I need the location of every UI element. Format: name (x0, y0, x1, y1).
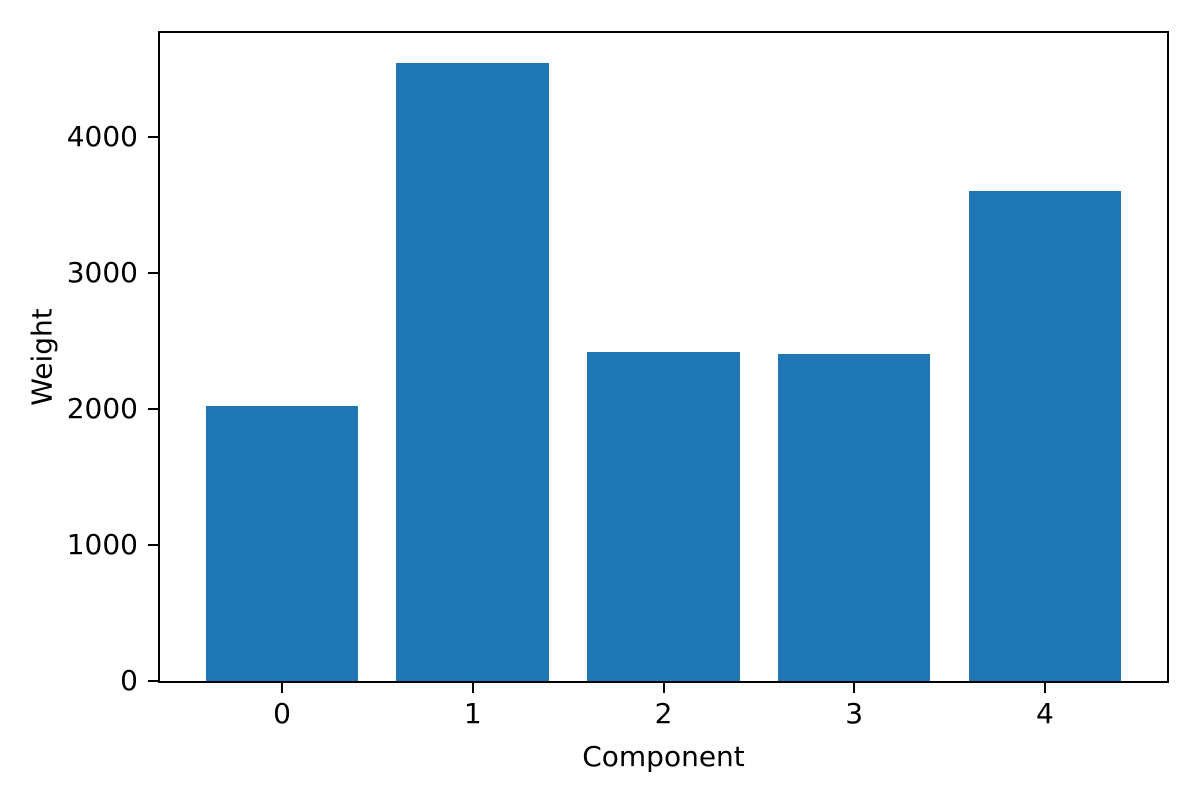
x-axis-label: Component (582, 740, 745, 773)
x-tick-label: 1 (463, 697, 482, 730)
bar-component-2 (587, 351, 740, 681)
x-tick-label: 3 (845, 697, 864, 730)
y-tick-mark (148, 271, 158, 274)
bar-component-3 (777, 354, 931, 681)
y-tick-mark (148, 543, 158, 546)
plot-area: 0 1000 2000 3000 4000 0 1 2 3 4 (67, 31, 1169, 730)
x-tick-mark (471, 683, 474, 693)
y-tick-mark (148, 135, 158, 138)
bar-component-4 (968, 191, 1122, 681)
y-tick-label: 3000 (66, 255, 138, 289)
y-tick-mark (148, 680, 158, 682)
y-axis-label: Weight (25, 308, 59, 406)
y-tick-label: 2000 (66, 391, 138, 425)
y-tick-mark (148, 407, 158, 410)
x-tick-mark (1043, 683, 1046, 693)
x-tick-mark (281, 683, 284, 693)
x-tick-label: 0 (273, 697, 291, 730)
x-tick-mark (853, 683, 856, 693)
y-tick-label: 1000 (66, 527, 138, 561)
y-tick-label: 0 (120, 664, 138, 697)
x-tick-label: 2 (654, 697, 673, 730)
x-tick-label: 4 (1036, 697, 1054, 730)
y-tick-label: 4000 (66, 119, 138, 153)
bar-component-1 (396, 63, 550, 681)
bar-component-0 (205, 406, 359, 681)
x-tick-mark (662, 683, 665, 693)
